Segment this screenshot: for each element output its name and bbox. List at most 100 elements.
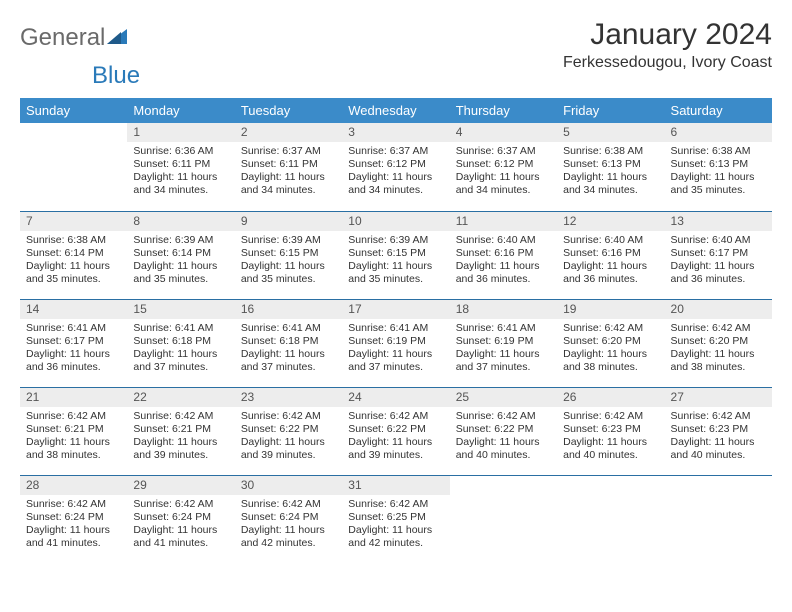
calendar-week-row: 28Sunrise: 6:42 AMSunset: 6:24 PMDayligh… [20,475,772,563]
calendar-day-cell [450,475,557,563]
cell-sunset: Sunset: 6:24 PM [241,511,336,524]
cell-sunrise: Sunrise: 6:41 AM [456,322,551,335]
day-number: 12 [557,212,664,231]
logo-text-general: General [20,24,105,52]
cell-daylight: Daylight: 11 hours and 42 minutes. [241,524,336,550]
day-number: 17 [342,300,449,319]
day-number: 20 [665,300,772,319]
cell-sunset: Sunset: 6:19 PM [456,335,551,348]
cell-sunrise: Sunrise: 6:40 AM [563,234,658,247]
cell-daylight: Daylight: 11 hours and 40 minutes. [671,436,766,462]
cell-sunset: Sunset: 6:11 PM [241,158,336,171]
day-number: 15 [127,300,234,319]
cell-sunset: Sunset: 6:15 PM [241,247,336,260]
calendar-day-cell: 6Sunrise: 6:38 AMSunset: 6:13 PMDaylight… [665,123,772,211]
calendar-day-cell: 21Sunrise: 6:42 AMSunset: 6:21 PMDayligh… [20,387,127,475]
calendar-day-cell: 8Sunrise: 6:39 AMSunset: 6:14 PMDaylight… [127,211,234,299]
calendar-day-cell: 25Sunrise: 6:42 AMSunset: 6:22 PMDayligh… [450,387,557,475]
cell-sunset: Sunset: 6:13 PM [563,158,658,171]
cell-daylight: Daylight: 11 hours and 35 minutes. [348,260,443,286]
cell-daylight: Daylight: 11 hours and 37 minutes. [348,348,443,374]
cell-sunrise: Sunrise: 6:42 AM [348,498,443,511]
cell-sunset: Sunset: 6:16 PM [563,247,658,260]
day-number: 18 [450,300,557,319]
day-number: 27 [665,388,772,407]
cell-sunrise: Sunrise: 6:42 AM [241,498,336,511]
calendar-day-cell: 29Sunrise: 6:42 AMSunset: 6:24 PMDayligh… [127,475,234,563]
cell-sunrise: Sunrise: 6:38 AM [26,234,121,247]
day-number: 23 [235,388,342,407]
cell-sunrise: Sunrise: 6:42 AM [133,498,228,511]
cell-sunset: Sunset: 6:12 PM [456,158,551,171]
cell-sunrise: Sunrise: 6:39 AM [241,234,336,247]
calendar-day-cell [20,123,127,211]
cell-sunset: Sunset: 6:11 PM [133,158,228,171]
calendar-day-cell: 18Sunrise: 6:41 AMSunset: 6:19 PMDayligh… [450,299,557,387]
calendar-table: Sunday Monday Tuesday Wednesday Thursday… [20,98,772,563]
calendar-week-row: 21Sunrise: 6:42 AMSunset: 6:21 PMDayligh… [20,387,772,475]
day-number [557,476,664,495]
cell-sunset: Sunset: 6:22 PM [241,423,336,436]
calendar-day-cell: 7Sunrise: 6:38 AMSunset: 6:14 PMDaylight… [20,211,127,299]
weekday-header: Wednesday [342,98,449,123]
cell-sunrise: Sunrise: 6:42 AM [241,410,336,423]
day-number: 10 [342,212,449,231]
day-number: 7 [20,212,127,231]
day-number: 11 [450,212,557,231]
cell-sunset: Sunset: 6:19 PM [348,335,443,348]
calendar-day-cell: 14Sunrise: 6:41 AMSunset: 6:17 PMDayligh… [20,299,127,387]
cell-sunset: Sunset: 6:23 PM [671,423,766,436]
day-number: 6 [665,123,772,142]
page-title: January 2024 [563,18,772,52]
weekday-header: Saturday [665,98,772,123]
cell-sunset: Sunset: 6:15 PM [348,247,443,260]
cell-sunrise: Sunrise: 6:42 AM [26,410,121,423]
cell-daylight: Daylight: 11 hours and 37 minutes. [133,348,228,374]
calendar-week-row: 1Sunrise: 6:36 AMSunset: 6:11 PMDaylight… [20,123,772,211]
cell-daylight: Daylight: 11 hours and 38 minutes. [563,348,658,374]
cell-daylight: Daylight: 11 hours and 42 minutes. [348,524,443,550]
calendar-day-cell: 30Sunrise: 6:42 AMSunset: 6:24 PMDayligh… [235,475,342,563]
cell-sunrise: Sunrise: 6:38 AM [563,145,658,158]
cell-daylight: Daylight: 11 hours and 39 minutes. [133,436,228,462]
calendar-day-cell: 16Sunrise: 6:41 AMSunset: 6:18 PMDayligh… [235,299,342,387]
cell-sunrise: Sunrise: 6:41 AM [26,322,121,335]
day-number: 4 [450,123,557,142]
weekday-header: Friday [557,98,664,123]
cell-daylight: Daylight: 11 hours and 41 minutes. [133,524,228,550]
cell-sunset: Sunset: 6:22 PM [348,423,443,436]
day-number: 19 [557,300,664,319]
cell-sunset: Sunset: 6:18 PM [241,335,336,348]
calendar-day-cell: 31Sunrise: 6:42 AMSunset: 6:25 PMDayligh… [342,475,449,563]
calendar-day-cell: 1Sunrise: 6:36 AMSunset: 6:11 PMDaylight… [127,123,234,211]
cell-sunrise: Sunrise: 6:42 AM [348,410,443,423]
calendar-day-cell: 20Sunrise: 6:42 AMSunset: 6:20 PMDayligh… [665,299,772,387]
cell-sunrise: Sunrise: 6:41 AM [348,322,443,335]
cell-sunrise: Sunrise: 6:41 AM [133,322,228,335]
cell-sunrise: Sunrise: 6:42 AM [671,322,766,335]
day-number: 14 [20,300,127,319]
cell-daylight: Daylight: 11 hours and 36 minutes. [671,260,766,286]
cell-daylight: Daylight: 11 hours and 38 minutes. [26,436,121,462]
calendar-day-cell: 23Sunrise: 6:42 AMSunset: 6:22 PMDayligh… [235,387,342,475]
day-number: 22 [127,388,234,407]
cell-sunset: Sunset: 6:16 PM [456,247,551,260]
calendar-body: 1Sunrise: 6:36 AMSunset: 6:11 PMDaylight… [20,123,772,563]
cell-sunset: Sunset: 6:22 PM [456,423,551,436]
cell-sunrise: Sunrise: 6:42 AM [563,322,658,335]
cell-sunset: Sunset: 6:20 PM [671,335,766,348]
day-number: 24 [342,388,449,407]
cell-sunrise: Sunrise: 6:40 AM [671,234,766,247]
cell-sunrise: Sunrise: 6:36 AM [133,145,228,158]
cell-daylight: Daylight: 11 hours and 34 minutes. [133,171,228,197]
cell-sunset: Sunset: 6:14 PM [133,247,228,260]
title-block: January 2024 Ferkessedougou, Ivory Coast [563,18,772,72]
cell-daylight: Daylight: 11 hours and 35 minutes. [671,171,766,197]
calendar-day-cell: 3Sunrise: 6:37 AMSunset: 6:12 PMDaylight… [342,123,449,211]
cell-sunset: Sunset: 6:14 PM [26,247,121,260]
day-number: 28 [20,476,127,495]
calendar-day-cell: 22Sunrise: 6:42 AMSunset: 6:21 PMDayligh… [127,387,234,475]
day-number: 26 [557,388,664,407]
day-number: 2 [235,123,342,142]
calendar-day-cell [557,475,664,563]
